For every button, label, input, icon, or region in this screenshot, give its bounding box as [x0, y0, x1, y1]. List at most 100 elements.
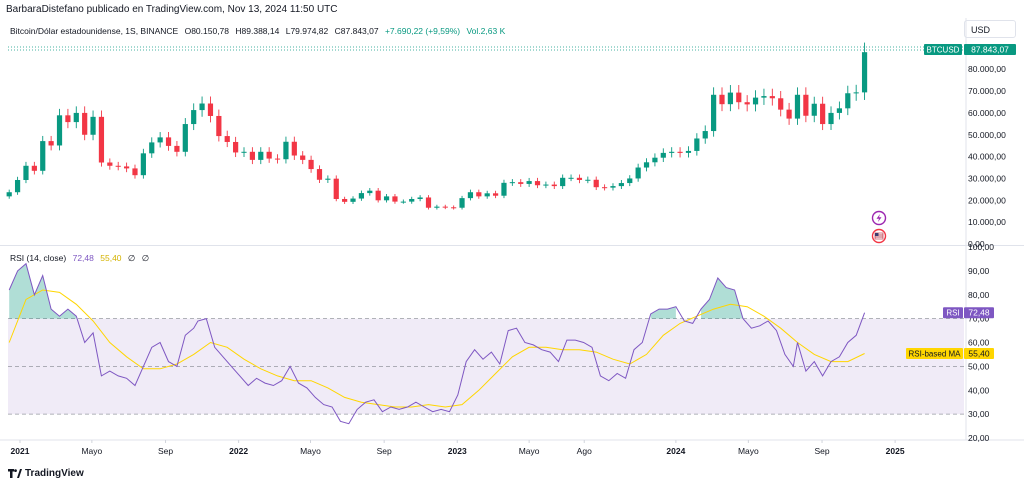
candle-body: [543, 184, 549, 186]
candle-body: [635, 167, 641, 179]
candle-body: [534, 181, 541, 186]
price-badge: [964, 44, 1016, 55]
candle-body: [224, 136, 230, 142]
candle-body: [602, 187, 608, 189]
brand-name: TradingView: [25, 468, 84, 479]
candle-body: [694, 138, 700, 151]
candle-body: [509, 182, 515, 184]
rsi-tick-label: 40,00: [968, 385, 990, 395]
candle-body: [149, 142, 155, 154]
candle-body: [266, 151, 272, 159]
rsi-value: 72,48: [72, 253, 94, 263]
candle-body: [65, 115, 71, 123]
candle-body: [669, 151, 675, 153]
candle-body: [23, 165, 29, 180]
rsi-value-badge-text: 72,48: [968, 308, 990, 318]
candle-body: [836, 108, 843, 113]
price-badge-text: 87.843,07: [971, 45, 1009, 55]
candle-body: [358, 193, 365, 199]
price-tick-label: 10.000,00: [968, 217, 1006, 227]
candle-body: [744, 102, 750, 105]
high-value: H89.388,14: [235, 26, 280, 36]
time-tick-label: Sep: [814, 446, 829, 456]
price-tick-label: 20.000,00: [968, 195, 1006, 205]
candle-body: [258, 151, 264, 160]
candle-body: [451, 207, 457, 209]
rsi-overbought-fill: [9, 263, 77, 319]
lightning-icon[interactable]: [871, 210, 887, 226]
candle-body: [778, 98, 784, 110]
candle-body: [383, 196, 390, 201]
price-tick-label: 30.000,00: [968, 173, 1006, 183]
candle-body: [501, 182, 507, 196]
candle-body: [492, 193, 499, 196]
candle-body: [350, 198, 356, 202]
rsi-tick-label: 30,00: [968, 409, 990, 419]
rsi-title[interactable]: RSI (14, close): [10, 253, 67, 263]
candle-body: [90, 116, 96, 135]
candle-body: [333, 178, 339, 199]
axes: 0,00 10.000,00 20.000,00 30.000,00 40.000,00…: [11, 64, 1007, 456]
candle-body: [73, 112, 79, 123]
candle-body: [845, 93, 851, 109]
rsi-line: [8, 262, 866, 425]
rsi-tick-label: 90,00: [968, 266, 990, 276]
time-tick-label: Mayo: [81, 446, 102, 456]
rsi-pane: [8, 262, 964, 425]
candle-body: [115, 165, 121, 167]
candle-body: [752, 97, 759, 105]
ticker-badge-text: BTCUSD: [927, 46, 960, 55]
candle-body: [98, 116, 105, 163]
us-flag-icon[interactable]: [871, 228, 887, 244]
candle-body: [434, 206, 440, 208]
candle-body: [367, 190, 373, 194]
rsi-value-badge: [964, 307, 994, 319]
candle-body: [518, 182, 524, 184]
footer-brand[interactable]: TradingView: [8, 468, 84, 479]
candle-body: [853, 92, 859, 94]
time-tick-label: 2023: [448, 446, 467, 456]
publisher-line: BarbaraDistefano publicado en TradingVie…: [6, 4, 338, 15]
rsi-name-badge: [943, 307, 963, 319]
candle-body: [409, 198, 415, 202]
rsi-ma-value: 55,40: [100, 253, 122, 263]
rsi-ma-line: [8, 289, 865, 408]
candle-body: [14, 179, 21, 193]
candle-body: [291, 141, 297, 156]
candle-body: [811, 103, 817, 116]
close-value: C87.843,07: [334, 26, 379, 36]
price-tick-label: 80.000,00: [968, 64, 1006, 74]
currency-button[interactable]: USD: [964, 20, 1016, 38]
symbol-name[interactable]: Bitcoin/Dólar estadounidense, 1S, BINANC…: [10, 26, 179, 36]
candle-body: [484, 193, 490, 197]
candle-body: [585, 179, 591, 181]
time-tick-label: Mayo: [519, 446, 540, 456]
time-tick-label: 2021: [11, 446, 30, 456]
candle-body: [610, 186, 616, 188]
tradingview-logo-icon: [8, 468, 22, 478]
rsi-na-1: ∅: [127, 253, 136, 263]
candle-body: [124, 166, 130, 169]
symbol-legend: Bitcoin/Dólar estadounidense, 1S, BINANC…: [10, 26, 505, 36]
candle-body: [459, 198, 465, 208]
candle-body: [761, 96, 767, 98]
candle-body: [174, 145, 180, 152]
volume-value: Vol.2,63 K: [466, 26, 506, 36]
time-tick-label: Sep: [377, 446, 392, 456]
candle-body: [660, 152, 666, 158]
candle-body: [861, 52, 868, 93]
candle-body: [467, 192, 474, 199]
candle-body: [526, 181, 532, 184]
open-value: O80.150,78: [184, 26, 230, 36]
candle-body: [132, 168, 138, 176]
candle-body: [182, 124, 188, 152]
candle-body: [56, 115, 63, 146]
candle-body: [199, 103, 205, 111]
candle-body: [249, 151, 255, 160]
time-tick-label: Mayo: [738, 446, 759, 456]
candle-body: [325, 178, 331, 180]
candle-body: [551, 184, 557, 187]
candle-body: [375, 190, 381, 201]
candle-body: [803, 94, 809, 116]
